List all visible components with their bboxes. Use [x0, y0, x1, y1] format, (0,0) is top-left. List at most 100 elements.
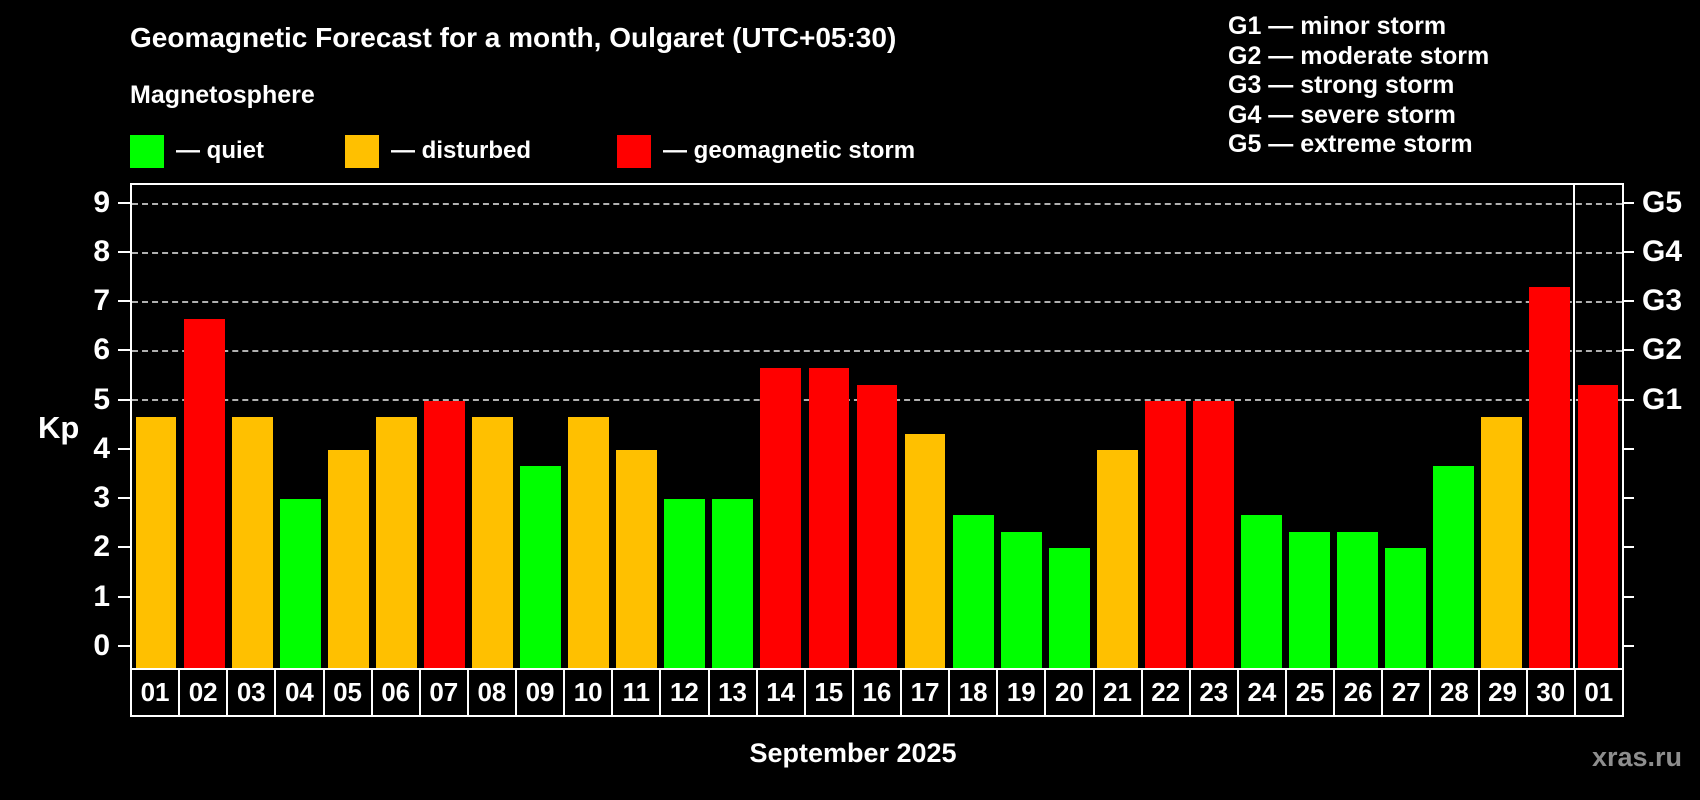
- kp-bar-day-07: [423, 400, 465, 668]
- kp-bar-day-22: [1144, 400, 1186, 668]
- kp-bar-day-14: [760, 367, 802, 668]
- day-label-11: 11: [611, 668, 662, 717]
- day-label-21: 21: [1092, 668, 1143, 717]
- kp-bar-day-08: [472, 416, 513, 668]
- right-axis-tick-2: [1622, 546, 1634, 549]
- kp-bar-day-16: [856, 384, 898, 668]
- legend-label-storm: — geomagnetic storm: [663, 137, 916, 164]
- gridline-kp-7: [132, 300, 1622, 303]
- kp-bar-day-09: [520, 465, 561, 668]
- day-label-24: 24: [1236, 668, 1287, 717]
- gridline-kp-8: [132, 251, 1622, 254]
- day-label-15: 15: [803, 668, 854, 717]
- kp-bar-day-05: [327, 449, 369, 668]
- y-axis-tick-label-6: 6: [93, 333, 110, 367]
- day-label-30: 30: [1525, 668, 1576, 717]
- right-axis-label-G1: G1: [1642, 382, 1683, 416]
- day-label-22: 22: [1140, 668, 1191, 717]
- kp-bar-day-21: [1096, 449, 1138, 668]
- g-scale-legend-line: G2 — moderate storm: [1228, 41, 1490, 70]
- y-axis-tick-1: [118, 595, 130, 598]
- kp-bar-day-04: [279, 498, 321, 668]
- day-label-13: 13: [707, 668, 758, 717]
- y-axis-tick-label-8: 8: [93, 234, 110, 268]
- y-axis-tick-label-0: 0: [93, 628, 110, 662]
- day-label-29: 29: [1477, 668, 1528, 717]
- g-scale-legend-line: G5 — extreme storm: [1228, 130, 1473, 158]
- x-axis-title: September 2025: [749, 738, 957, 768]
- right-axis-tick-6: [1622, 349, 1634, 352]
- kp-bar-day-15: [808, 367, 850, 668]
- y-axis-tick-7: [118, 300, 130, 303]
- g-scale-legend-line: G4 — severe storm: [1228, 100, 1456, 129]
- day-label-19: 19: [996, 668, 1047, 717]
- g-scale-legend-line: G3 — strong storm: [1228, 71, 1455, 99]
- right-axis-label-G3: G3: [1642, 284, 1683, 318]
- month-separator-line: [1572, 185, 1575, 668]
- y-axis-tick-label-1: 1: [93, 579, 110, 613]
- kp-bar-day-13: [712, 498, 754, 668]
- day-label-04: 04: [274, 668, 325, 717]
- storm-color-swatch: [617, 134, 651, 168]
- kp-bar-day-30: [1529, 286, 1571, 668]
- kp-bar-day-17: [904, 433, 946, 668]
- day-label-09: 09: [515, 668, 566, 717]
- day-label-03: 03: [226, 668, 277, 717]
- quiet-color-swatch: [130, 134, 164, 168]
- right-axis-tick-1: [1622, 595, 1634, 598]
- kp-bar-day-20: [1048, 547, 1090, 668]
- kp-bar-day-02: [183, 318, 225, 668]
- day-label-16: 16: [851, 668, 902, 717]
- day-label-18: 18: [948, 668, 999, 717]
- day-label-02: 02: [178, 668, 229, 717]
- kp-bar-day-26: [1337, 531, 1379, 668]
- g-scale-legend: G1 — minor storm G2 — moderate storm G3 …: [1228, 12, 1489, 160]
- day-label-01: 01: [130, 668, 181, 717]
- right-axis-tick-9: [1622, 201, 1634, 204]
- kp-bar-day-01: [135, 416, 177, 668]
- right-axis-tick-7: [1622, 300, 1634, 303]
- kp-bar-day-28: [1433, 465, 1475, 668]
- legend-item-quiet: — quiet: [130, 134, 264, 168]
- y-axis-tick-2: [118, 546, 130, 549]
- y-axis-label: Kp: [38, 410, 80, 445]
- kp-bar-day-18: [952, 515, 994, 668]
- kp-bar-day-06: [375, 416, 417, 668]
- right-axis-tick-0: [1622, 644, 1634, 647]
- y-axis-tick-9: [118, 201, 130, 204]
- day-label-08: 08: [466, 668, 517, 717]
- kp-bar-day-25: [1289, 531, 1330, 668]
- kp-bar-day-12: [664, 498, 706, 668]
- y-axis-tick-3: [118, 497, 130, 500]
- x-axis-day-row: 01 02 03 04 05 06 07 08 09 10 11 12 13 14 15 16 17 18 19 20…: [130, 668, 1624, 717]
- kp-bar-day-27: [1385, 547, 1427, 668]
- right-axis-tick-5: [1622, 398, 1634, 401]
- y-axis-tick-label-9: 9: [93, 185, 110, 219]
- legend-item-disturbed: — disturbed: [345, 134, 531, 168]
- kp-bar-day-10: [568, 416, 610, 668]
- y-axis-tick-label-2: 2: [93, 530, 110, 564]
- g-scale-legend-line: G1 — minor storm: [1228, 12, 1447, 40]
- gridline-kp-9: [132, 202, 1622, 205]
- gridline-kp-6: [132, 349, 1622, 352]
- kp-bar-day-01-next-month: [1577, 384, 1619, 668]
- day-label-17: 17: [900, 668, 951, 717]
- magnetosphere-label: Magnetosphere: [130, 81, 315, 109]
- day-label-26: 26: [1333, 668, 1384, 717]
- right-axis-tick-3: [1622, 497, 1634, 500]
- kp-bar-day-23: [1193, 400, 1234, 668]
- y-axis-tick-0: [118, 644, 130, 647]
- kp-bar-day-29: [1481, 416, 1523, 668]
- right-axis-tick-8: [1622, 250, 1634, 253]
- right-axis-label-G5: G5: [1642, 185, 1683, 219]
- y-axis-tick-label-4: 4: [93, 431, 110, 465]
- legend-item-storm: — geomagnetic storm: [617, 134, 915, 168]
- kp-bar-day-24: [1241, 515, 1282, 668]
- disturbed-color-swatch: [345, 134, 379, 168]
- day-label-10: 10: [563, 668, 614, 717]
- y-axis-tick-6: [118, 349, 130, 352]
- y-axis-tick-label-5: 5: [93, 382, 110, 416]
- y-axis-tick-label-7: 7: [93, 284, 110, 318]
- y-axis-tick-5: [118, 398, 130, 401]
